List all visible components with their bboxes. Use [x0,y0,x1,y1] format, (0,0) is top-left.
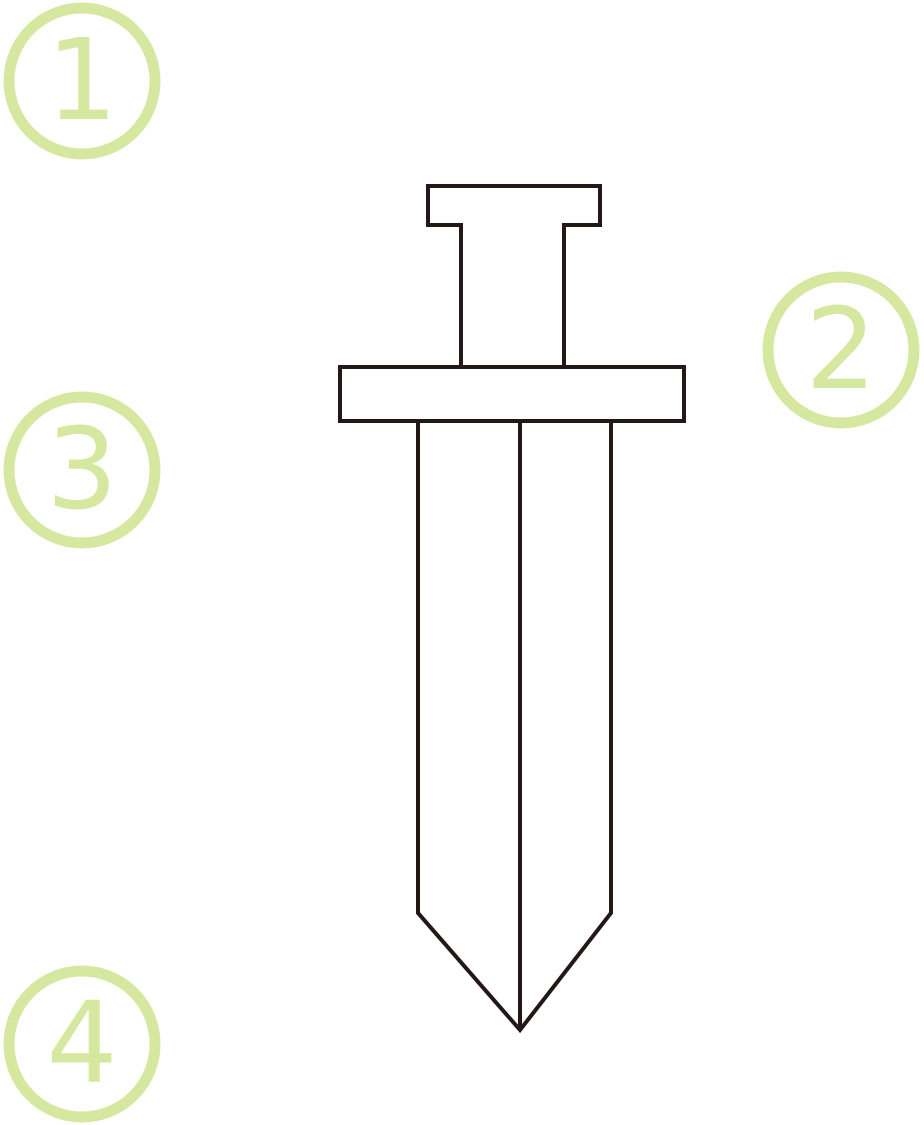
marker-number: 3 [46,405,117,535]
marker-circle [3,2,161,160]
marker-number: 4 [46,979,117,1109]
marker-1: 1 [1,0,163,162]
sword-crossguard [338,365,686,423]
marker-2: 2 [760,269,922,431]
marker-circle [3,391,161,549]
sword-blade [416,421,613,1034]
marker-number: 1 [46,16,117,146]
marker-4: 4 [1,963,163,1125]
marker-number: 2 [805,285,876,415]
sword-hilt-grip [426,184,602,367]
marker-circle [762,271,920,429]
marker-circle [3,965,161,1123]
marker-3: 3 [1,389,163,551]
